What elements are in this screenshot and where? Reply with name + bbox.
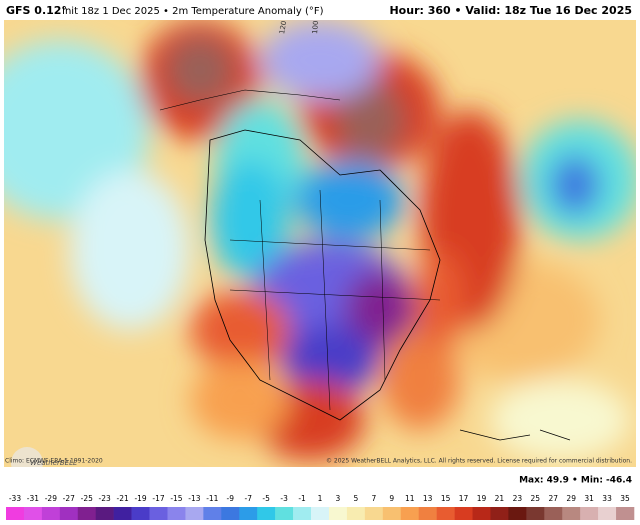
colorbar-swatch <box>149 507 168 520</box>
colorbar-label: 5 <box>353 494 358 503</box>
colorbar-swatch <box>221 507 240 520</box>
colorbar-label: 3 <box>336 494 341 503</box>
colorbar-swatch <box>95 507 114 520</box>
colorbar-label: 11 <box>405 494 415 503</box>
colorbar-swatch <box>364 507 384 520</box>
colorbar-label: -9 <box>227 494 235 503</box>
colorbar-label: -7 <box>244 494 252 503</box>
colorbar-swatch <box>328 507 348 520</box>
max-min: Max: 49.9 • Min: -46.4 <box>519 476 632 486</box>
logo: WeatherBELL <box>30 459 77 467</box>
meridian-label: 100 W <box>311 11 321 34</box>
colorbar-label: 1 <box>318 494 323 503</box>
colorbar-swatch <box>346 507 366 520</box>
colorbar-label: 17 <box>459 494 469 503</box>
logo-mark <box>11 447 43 467</box>
colorbar-label: -15 <box>170 494 182 503</box>
colorbar-label: 15 <box>441 494 451 503</box>
colorbar-label: 19 <box>477 494 487 503</box>
meridian-label: 120 W <box>278 11 290 35</box>
colorbar-swatch <box>239 507 258 520</box>
header-bar <box>0 0 640 20</box>
colorbar-label: -33 <box>9 494 21 503</box>
climo-note: Climo: ECMWF ERA-5 1991-2020 <box>5 458 103 465</box>
colorbar-swatch <box>472 507 491 520</box>
colorbar-label: -19 <box>134 494 146 503</box>
colorbar: -33 -31 -29 -27 -25 -23 -21 -19 -17 -15 -13 -11 -9 -7… <box>6 494 635 520</box>
colorbar-label: 27 <box>548 494 558 503</box>
map-description: Init 18z 1 Dec 2025 • 2m Temperature Ano… <box>62 6 324 17</box>
colorbar-label: 29 <box>566 494 576 503</box>
colorbar-swatch <box>113 507 132 520</box>
colorbar-swatch <box>203 507 222 520</box>
model-name: GFS 0.12° <box>6 4 67 17</box>
colorbar-label: -31 <box>27 494 39 503</box>
colorbar-swatch <box>185 507 204 520</box>
colorbar-label: -27 <box>63 494 75 503</box>
colorbar-swatch <box>131 507 150 520</box>
colorbar-label: -25 <box>81 494 93 503</box>
colorbar-swatch <box>562 507 581 520</box>
colorbar-swatch <box>257 507 276 520</box>
valid-time: Hour: 360 • Valid: 18z Tue 16 Dec 2025 <box>389 4 632 17</box>
colorbar-label: -5 <box>262 494 270 503</box>
colorbar-swatch <box>167 507 186 520</box>
colorbar-swatch <box>580 507 599 520</box>
colorbar-swatch <box>436 507 455 520</box>
colorbar-swatch <box>41 507 61 520</box>
colorbar-swatch <box>454 507 473 520</box>
colorbar-label: -17 <box>152 494 164 503</box>
colorbar-label: 7 <box>371 494 376 503</box>
colorbar-swatch <box>311 507 330 520</box>
colorbar-label: 35 <box>620 494 630 503</box>
colorbar-label: -29 <box>45 494 57 503</box>
colorbar-label: -1 <box>298 494 306 503</box>
colorbar-swatch <box>382 507 402 520</box>
colorbar-label: 33 <box>602 494 612 503</box>
colorbar-swatch <box>59 507 79 520</box>
colorbar-label: -21 <box>117 494 129 503</box>
colorbar-swatch <box>400 507 419 520</box>
colorbar-swatch <box>418 507 437 520</box>
colorbar-swatch <box>77 507 97 520</box>
colorbar-swatch <box>275 507 294 520</box>
colorbar-label: 25 <box>531 494 541 503</box>
colorbar-label: 23 <box>513 494 523 503</box>
colorbar-label: -11 <box>206 494 218 503</box>
colorbar-swatch <box>598 507 617 520</box>
colorbar-label: -23 <box>99 494 111 503</box>
colorbar-label: 31 <box>584 494 594 503</box>
copyright: © 2025 WeatherBELL Analytics, LLC. All r… <box>326 458 632 465</box>
colorbar-label: 21 <box>495 494 505 503</box>
map: 120 W 100 W WeatherBELL <box>4 11 636 467</box>
colorbar-label: 9 <box>389 494 394 503</box>
colorbar-label: -3 <box>280 494 288 503</box>
colorbar-swatch <box>490 507 509 520</box>
colorbar-label: -13 <box>188 494 200 503</box>
colorbar-swatch <box>526 507 545 520</box>
colorbar-label: 13 <box>423 494 433 503</box>
colorbar-swatch <box>293 507 312 520</box>
colorbar-swatch <box>616 507 635 520</box>
colorbar-swatch <box>544 507 563 520</box>
colorbar-swatch <box>23 507 43 520</box>
colorbar-swatch <box>508 507 527 520</box>
colorbar-swatch <box>6 507 25 520</box>
